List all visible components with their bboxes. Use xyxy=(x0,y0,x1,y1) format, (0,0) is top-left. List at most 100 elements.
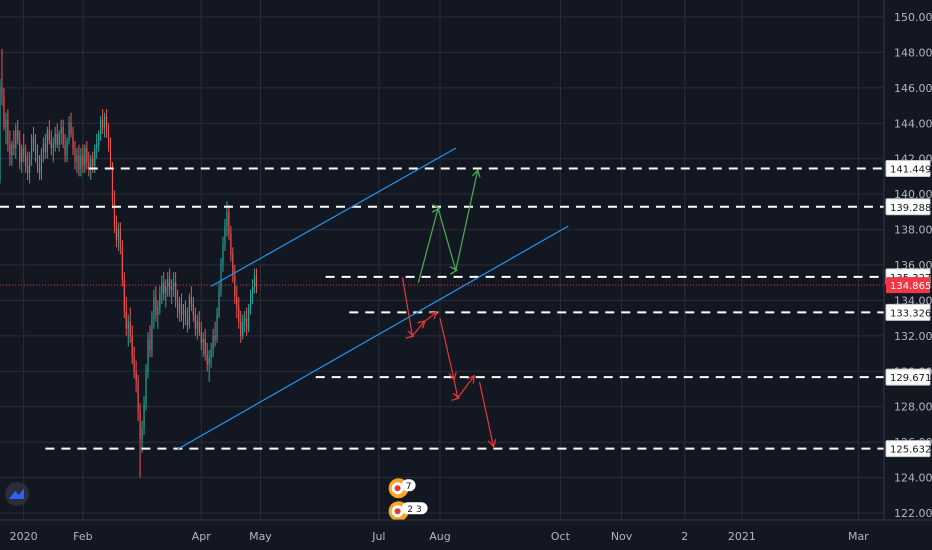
candle xyxy=(248,303,250,333)
candle xyxy=(42,137,45,163)
candle xyxy=(157,300,159,329)
candle xyxy=(151,311,153,358)
time-axis[interactable]: 2020 Feb Apr May Jul Aug Oct Nov 2 2021 Mar xyxy=(0,519,932,550)
candle xyxy=(206,342,208,372)
candle xyxy=(98,130,100,152)
candle xyxy=(214,321,216,347)
candle xyxy=(216,307,218,343)
candle xyxy=(115,215,118,248)
x-tick-label: Mar xyxy=(848,530,869,543)
price-axis[interactable]: 150.000148.000146.000144.000142.000140.0… xyxy=(883,0,932,550)
channel-line-upper[interactable] xyxy=(210,147,457,287)
event-badge[interactable]: 7 xyxy=(388,478,416,499)
candle xyxy=(19,130,21,170)
trend-channel xyxy=(177,147,569,450)
candle xyxy=(80,148,82,177)
candle xyxy=(204,328,206,361)
candle xyxy=(147,332,149,379)
candle xyxy=(23,133,25,163)
candle xyxy=(25,144,27,173)
candle xyxy=(143,396,145,436)
candle xyxy=(141,420,143,453)
y-tick-label: 132.000 xyxy=(894,330,932,343)
candle xyxy=(224,218,226,251)
candle xyxy=(34,133,37,163)
candle xyxy=(117,222,119,251)
candle xyxy=(220,257,222,297)
candle xyxy=(1,48,3,106)
bear-projection-arrow[interactable] xyxy=(401,277,437,336)
y-tick-label: 122.000 xyxy=(894,507,932,520)
candle xyxy=(0,79,1,184)
candle xyxy=(76,148,78,173)
candles xyxy=(0,48,258,478)
candle xyxy=(7,109,9,152)
svg-text:133.326: 133.326 xyxy=(890,308,931,319)
candle xyxy=(62,119,64,149)
candle xyxy=(123,272,125,319)
bear-projection-arrow[interactable] xyxy=(439,317,474,398)
candle xyxy=(176,289,179,319)
candle xyxy=(135,360,137,393)
price-levels xyxy=(0,167,884,450)
candle xyxy=(50,130,52,156)
candle xyxy=(109,137,112,170)
candle xyxy=(212,328,214,358)
candle xyxy=(5,112,7,145)
candle xyxy=(161,275,163,304)
candle xyxy=(173,272,175,297)
candle xyxy=(165,279,167,308)
event-badge[interactable]: 2 3 xyxy=(388,501,428,522)
price-level-label: 141.449 xyxy=(885,159,931,177)
candle xyxy=(169,268,171,297)
x-tick-label: Aug xyxy=(429,530,450,543)
candle xyxy=(60,119,62,145)
candle xyxy=(88,151,90,177)
candle xyxy=(113,190,116,234)
x-tick-label: Nov xyxy=(611,530,633,543)
candle xyxy=(9,130,11,166)
candle xyxy=(32,126,35,152)
bull-projection-arrow[interactable] xyxy=(417,171,477,283)
x-tick-label: 2021 xyxy=(728,530,756,543)
svg-text:141.449: 141.449 xyxy=(890,164,931,175)
candle xyxy=(56,123,58,149)
candle xyxy=(186,307,189,333)
candle xyxy=(236,286,238,319)
candle xyxy=(184,300,187,326)
candle xyxy=(48,119,50,145)
candle xyxy=(74,141,76,170)
y-tick-label: 146.000 xyxy=(894,82,932,95)
candle xyxy=(121,240,123,287)
candle xyxy=(38,155,41,180)
candle xyxy=(30,133,33,166)
tradingview-logo-icon[interactable] xyxy=(5,482,29,506)
candle xyxy=(119,222,121,255)
candle xyxy=(242,314,244,340)
bear-projection-arrow[interactable] xyxy=(478,381,494,446)
candle xyxy=(127,314,129,347)
candle xyxy=(175,272,177,308)
svg-text:139.288: 139.288 xyxy=(890,203,931,214)
candle xyxy=(163,272,165,301)
candle xyxy=(153,289,155,329)
candle xyxy=(210,342,212,368)
candle xyxy=(15,123,17,159)
candle xyxy=(192,296,194,322)
candle xyxy=(200,321,202,351)
candle xyxy=(228,204,230,241)
svg-text:129.671: 129.671 xyxy=(890,373,931,384)
y-tick-label: 138.000 xyxy=(894,224,932,237)
candle xyxy=(253,268,256,294)
x-tick-label: Feb xyxy=(73,530,92,543)
candle xyxy=(238,296,240,329)
x-tick-label: Oct xyxy=(551,530,571,543)
candle xyxy=(66,137,68,163)
x-tick-label: 2 xyxy=(681,530,688,543)
candle xyxy=(36,144,39,173)
candle xyxy=(86,141,88,170)
x-tick-label: Jul xyxy=(371,530,385,543)
channel-line-lower[interactable] xyxy=(177,225,569,450)
